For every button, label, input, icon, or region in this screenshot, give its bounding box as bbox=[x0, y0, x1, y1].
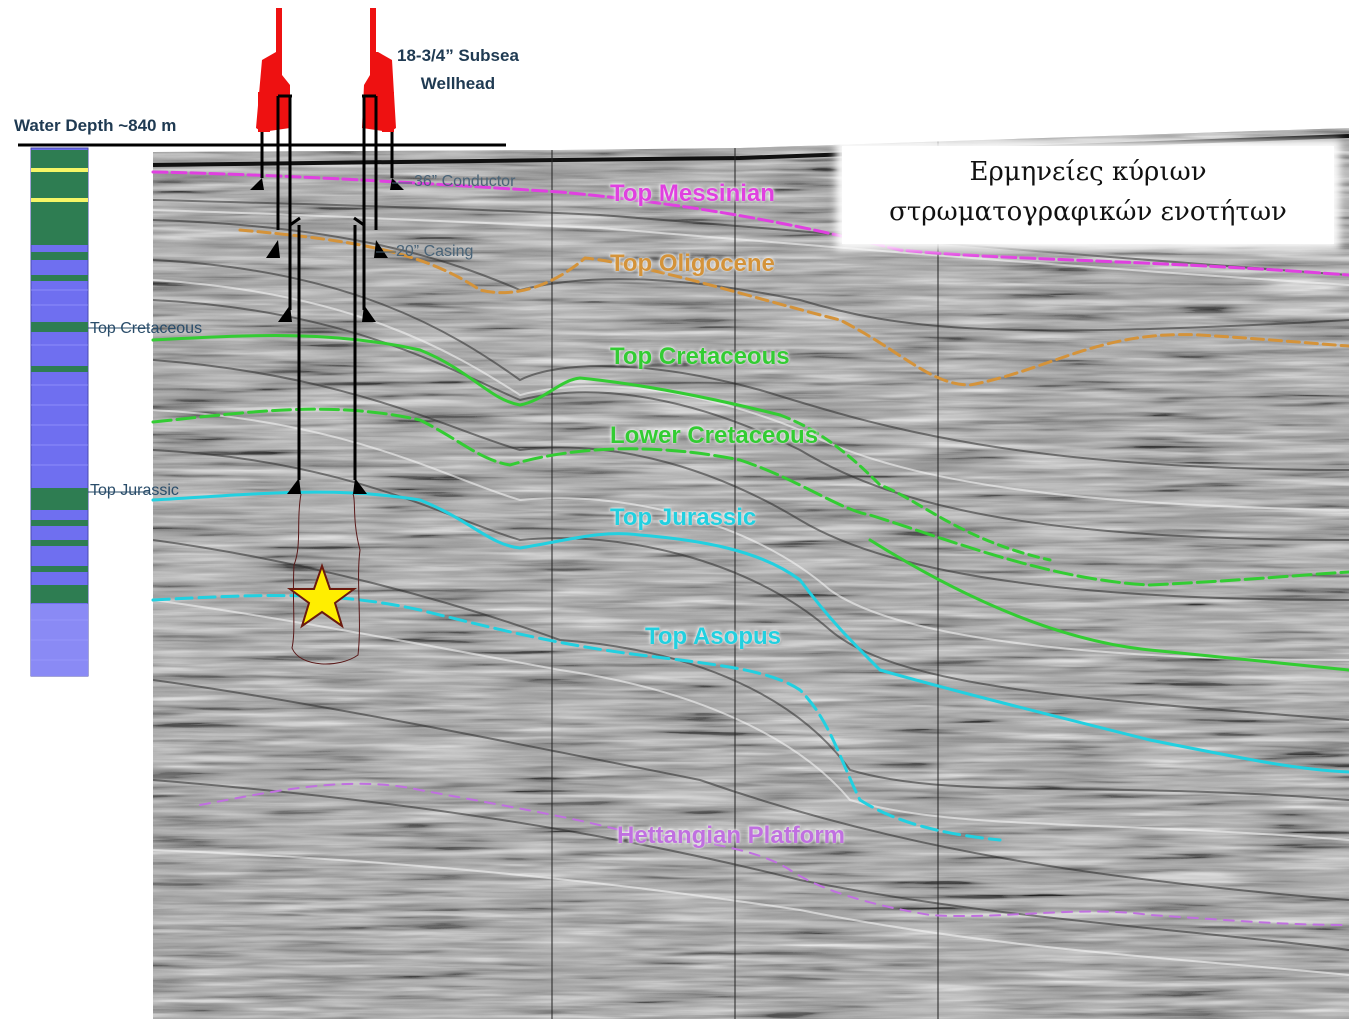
figure-title-line2: στρωματογραφικών ενοτήτων bbox=[889, 197, 1287, 227]
wellhead-right bbox=[362, 8, 396, 132]
lithology-column bbox=[30, 147, 150, 677]
horizon-messinian-line bbox=[151, 170, 1349, 277]
wellhead-label: 18-3/4” Subsea Wellhead bbox=[397, 42, 519, 98]
casing-label: 20” Casing bbox=[396, 243, 474, 260]
seismic-image bbox=[153, 128, 1349, 1019]
open-hole-outline bbox=[291, 493, 361, 665]
horizon-label-messinian: Top Messinian bbox=[610, 180, 775, 207]
water-depth-label: Water Depth ~840 m bbox=[14, 116, 177, 135]
horizon-label-cretaceous: Top Cretaceous bbox=[610, 343, 790, 370]
wellhead-label-line2: Wellhead bbox=[420, 74, 496, 93]
figure-title-line1: Ερμηνείες κύριων bbox=[969, 157, 1207, 187]
horizon-label-asopus: Top Asopus bbox=[645, 623, 781, 650]
wellhead-label-line1: 18-3/4” Subsea bbox=[397, 46, 519, 65]
well-schematic bbox=[250, 8, 412, 665]
horizon-jurassic-line bbox=[151, 490, 1349, 774]
horizon-cretaceous-line bbox=[151, 334, 782, 417]
horizon-label-jurassic: Top Jurassic bbox=[610, 504, 757, 531]
wellhead-left bbox=[256, 8, 290, 132]
conductor-label: 36” Conductor bbox=[414, 173, 516, 190]
horizon-asopus-line bbox=[151, 594, 1002, 842]
horizon-label-oligocene: Top Oligocene bbox=[610, 250, 775, 277]
horizon-label-lower-cretaceous: Lower Cretaceous bbox=[610, 422, 819, 449]
column-top-cretaceous-label: Top Cretaceous bbox=[90, 320, 203, 337]
horizon-label-hettangian: Hettangian Platform bbox=[617, 822, 846, 849]
horizon-oligocene-line bbox=[238, 228, 1349, 387]
column-top-jurassic-label: Top Jurassic bbox=[90, 482, 179, 499]
horizon-hettangian-line bbox=[199, 782, 1349, 926]
star-icon bbox=[286, 562, 358, 629]
figure-title: Ερμηνείες κύριων στρωματογραφικών ενοτήτ… bbox=[842, 146, 1334, 244]
horizon-cretaceous-right-line bbox=[778, 413, 1052, 562]
horizon-lower-right-line bbox=[868, 538, 1349, 672]
horizon-lower-cretaceous-line bbox=[151, 407, 1349, 587]
